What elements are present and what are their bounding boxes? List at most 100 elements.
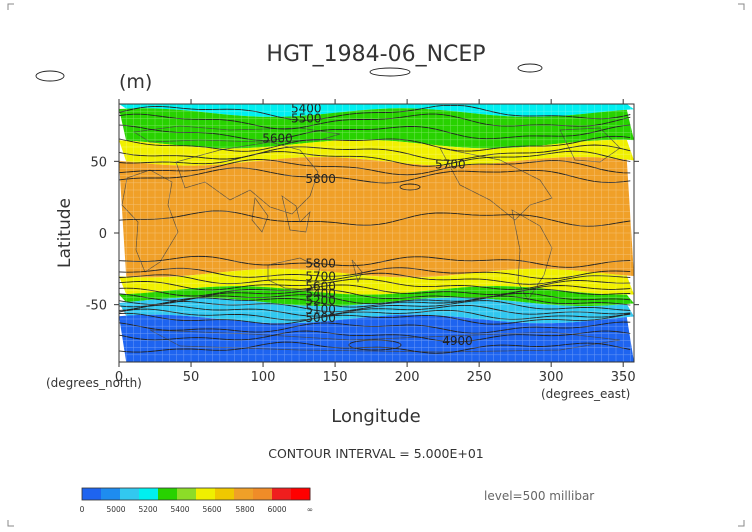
contour-line xyxy=(118,167,631,184)
band-5400-5600 xyxy=(119,108,634,149)
colorbar-swatch xyxy=(234,488,254,500)
colorbar-swatch xyxy=(215,488,235,500)
contour-line xyxy=(118,312,631,325)
contour-label: 5800 xyxy=(305,256,336,270)
y-unit-label: (degrees_north) xyxy=(46,376,142,390)
contour-line xyxy=(118,135,631,152)
y-tick-label: 0 xyxy=(99,227,107,242)
corner-marks xyxy=(7,3,745,527)
colorbar-swatch xyxy=(272,488,292,500)
y-axis-label: Latitude xyxy=(55,198,75,268)
contour-label: 5400 xyxy=(305,287,336,301)
contour-label: 5200 xyxy=(305,294,336,308)
coastline xyxy=(351,259,363,284)
contour-line xyxy=(118,272,631,285)
colorbar-swatch xyxy=(158,488,178,500)
contour-loop xyxy=(348,339,402,351)
coastline xyxy=(439,147,553,221)
colorbar-label: 5800 xyxy=(235,505,254,514)
band-5200-5400 xyxy=(119,104,634,117)
coastline xyxy=(251,197,269,233)
x-tick-label: 350 xyxy=(611,370,636,385)
level-text: level=500 millibar xyxy=(484,489,594,503)
band-5600-5800 xyxy=(119,268,634,295)
band-5200-5400 xyxy=(119,297,634,324)
contour-label: 5600 xyxy=(262,132,293,146)
colorbar-label: 0 xyxy=(80,505,85,514)
contour-line xyxy=(118,341,631,354)
colorbar-border xyxy=(81,487,311,501)
x-tick-label: 0 xyxy=(115,370,123,385)
x-tick-label: 150 xyxy=(323,370,348,385)
colorbar-label: 6000 xyxy=(267,505,286,514)
coastlines xyxy=(121,125,621,353)
contour-line xyxy=(118,304,631,317)
colorbar-swatch xyxy=(196,488,216,500)
contour-label: 5700 xyxy=(435,158,466,172)
contour-line xyxy=(118,255,631,268)
x-ticks: 0 50 100 150 200 250 300 350 xyxy=(115,99,636,385)
colorbar-swatch xyxy=(120,488,140,500)
contour-line xyxy=(118,267,631,280)
y-ticks: 50 0 -50 xyxy=(86,155,639,314)
contour-line xyxy=(118,330,631,343)
colorbar: 0 5000 5200 5400 5600 5800 6000 ∞ xyxy=(80,487,313,514)
contour-line xyxy=(118,113,631,130)
coastline xyxy=(132,125,341,143)
value-bands xyxy=(119,104,634,362)
coastline xyxy=(281,195,311,233)
contour-loop xyxy=(517,63,543,73)
contour-line xyxy=(118,295,631,308)
x-tick-label: 200 xyxy=(395,370,420,385)
x-tick-label: 250 xyxy=(467,370,492,385)
contour-line xyxy=(118,284,631,297)
x-axis-label: Longitude xyxy=(331,406,421,427)
contour-label: 5500 xyxy=(291,112,322,126)
contour-line xyxy=(118,104,631,121)
plot-area: 5400550056005700580058005700560054005200… xyxy=(35,63,639,385)
contour-line xyxy=(118,278,631,291)
colorbar-label: 5600 xyxy=(202,505,221,514)
contour-line xyxy=(118,144,631,161)
band-4900-5200 xyxy=(119,314,634,362)
contour-line xyxy=(118,150,631,167)
contour-loop xyxy=(399,183,421,191)
contour-loop xyxy=(369,67,411,77)
colorbar-swatch xyxy=(177,488,197,500)
contour-line xyxy=(118,159,631,176)
coastline xyxy=(559,127,621,163)
grid-lines xyxy=(118,103,634,363)
x-tick-label: 50 xyxy=(183,370,200,385)
contour-label: 5700 xyxy=(305,269,336,283)
contour-lines xyxy=(35,63,631,354)
x-unit-label: (degrees_east) xyxy=(541,387,630,401)
contour-interval-text: CONTOUR INTERVAL = 5.000E+01 xyxy=(268,446,484,461)
contour-label: 5600 xyxy=(305,279,336,293)
y-tick-label: 50 xyxy=(90,155,107,170)
contour-label: 5100 xyxy=(305,302,336,316)
band-5800-6000 xyxy=(119,157,634,278)
colorbar-label: 5000 xyxy=(106,505,125,514)
contour-line xyxy=(118,210,631,227)
contour-line xyxy=(118,292,631,305)
chart-title: HGT_1984-06_NCEP xyxy=(266,42,485,67)
coastline xyxy=(149,329,621,353)
band-5600-5800 xyxy=(119,139,634,166)
coastline xyxy=(511,209,553,301)
contour-label: 5000 xyxy=(305,311,336,325)
colorbar-swatch xyxy=(82,488,102,500)
colorbar-swatch xyxy=(101,488,121,500)
contour-line xyxy=(118,124,631,141)
contour-labels: 5400550056005700580058005700560054005200… xyxy=(262,102,473,348)
y-tick-label: -50 xyxy=(86,299,107,314)
contour-line xyxy=(118,300,631,313)
colorbar-swatch xyxy=(253,488,273,500)
contour-line xyxy=(118,308,631,321)
contour-label: 5800 xyxy=(305,172,336,186)
contour-line xyxy=(118,288,631,301)
colorbar-label: 5400 xyxy=(170,505,189,514)
x-tick-label: 300 xyxy=(539,370,564,385)
contour-line xyxy=(118,321,631,334)
x-tick-label: 100 xyxy=(251,370,276,385)
